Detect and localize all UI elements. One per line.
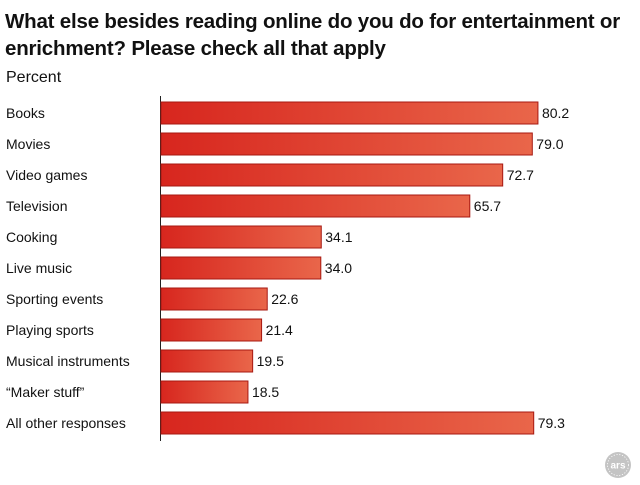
value-label: 21.4 <box>266 322 293 338</box>
value-label: 72.7 <box>507 167 534 183</box>
bar <box>160 256 322 280</box>
category-label: Live music <box>6 260 72 276</box>
value-label: 18.5 <box>252 384 279 400</box>
value-label: 34.0 <box>325 260 352 276</box>
chart-subtitle: Percent <box>6 69 62 86</box>
value-label: 22.6 <box>271 291 298 307</box>
category-label: Books <box>6 105 45 121</box>
ars-logo-text: ars <box>610 461 625 472</box>
bar <box>160 194 471 218</box>
bar <box>160 411 535 435</box>
chart-title: What else besides reading online do you … <box>5 10 621 60</box>
category-label: Movies <box>6 136 50 152</box>
category-label: All other responses <box>6 415 126 431</box>
value-label: 19.5 <box>257 353 284 369</box>
category-label: Cooking <box>6 229 57 245</box>
bar <box>160 318 263 342</box>
bar <box>160 380 249 404</box>
value-label: 65.7 <box>474 198 501 214</box>
value-label: 79.3 <box>538 415 565 431</box>
bar <box>160 101 539 125</box>
category-label: Television <box>6 198 67 214</box>
category-label: Playing sports <box>6 322 94 338</box>
bar <box>160 132 533 156</box>
bar <box>160 287 268 311</box>
value-label: 34.1 <box>325 229 352 245</box>
ars-logo: ars <box>600 450 636 485</box>
bar <box>160 163 504 187</box>
category-label: Musical instruments <box>6 353 130 369</box>
category-label: Sporting events <box>6 291 103 307</box>
value-label: 79.0 <box>536 136 563 152</box>
bar <box>160 349 254 373</box>
category-label: “Maker stuff” <box>6 384 85 400</box>
category-label: Video games <box>6 167 87 183</box>
bar <box>160 225 322 249</box>
value-label: 80.2 <box>542 105 569 121</box>
